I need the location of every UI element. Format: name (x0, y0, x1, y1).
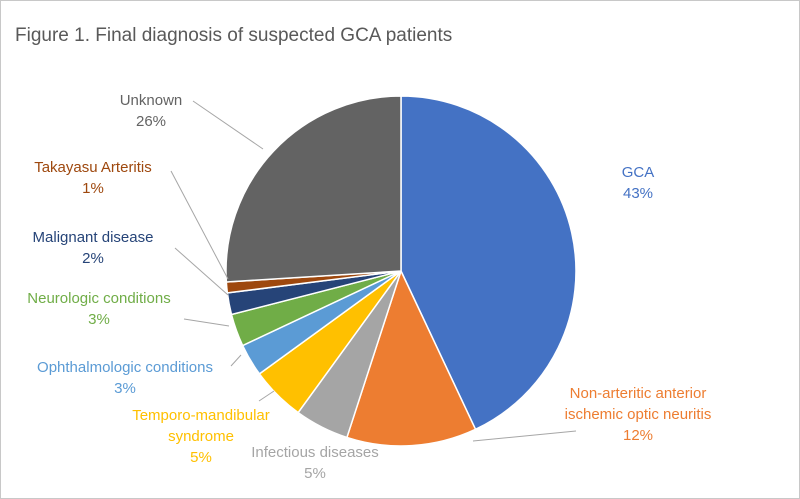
leader-line (258, 390, 275, 402)
leader-line (192, 100, 264, 150)
slice-percent-label: 5% (190, 449, 212, 466)
pie-slices (225, 95, 577, 447)
slice-name-label: Non-arteritic anterior (570, 385, 707, 402)
slice-name-label: Temporo-mandibular (132, 407, 270, 424)
leader-lines (170, 100, 577, 442)
pie-slice (400, 95, 577, 431)
slice-percent-label: 12% (623, 427, 653, 444)
slice-name-label: syndrome (168, 428, 234, 445)
slice-name-label: GCA (622, 164, 655, 181)
slice-percent-label: 3% (88, 311, 110, 328)
leader-line (170, 170, 229, 280)
slice-name-label: Neurologic conditions (27, 290, 170, 307)
leader-line (472, 430, 577, 442)
slice-percent-label: 2% (82, 250, 104, 267)
slice-name-label: Malignant disease (33, 229, 154, 246)
leader-line (183, 318, 230, 327)
slice-percent-label: 26% (136, 113, 166, 130)
pie-slice (345, 268, 477, 447)
chart-title: Figure 1. Final diagnosis of suspected G… (15, 25, 452, 46)
slice-name-label: Unknown (120, 92, 183, 109)
slice-percent-label: 43% (623, 185, 653, 202)
slice-name-label: Ophthalmologic conditions (37, 359, 213, 376)
slice-name-label: Takayasu Arteritis (34, 159, 152, 176)
leader-line (230, 354, 242, 367)
pie-slice (225, 95, 402, 283)
slice-labels: GCA 43% Non-arteritic anterior ischemic opt… (27, 92, 711, 482)
slice-name-label: Infectious diseases (251, 444, 379, 461)
slice-name-label: ischemic optic neuritis (565, 406, 712, 423)
slice-percent-label: 3% (114, 380, 136, 397)
slice-percent-label: 1% (82, 180, 104, 197)
slice-percent-label: 5% (304, 465, 326, 482)
leader-line (174, 247, 229, 296)
